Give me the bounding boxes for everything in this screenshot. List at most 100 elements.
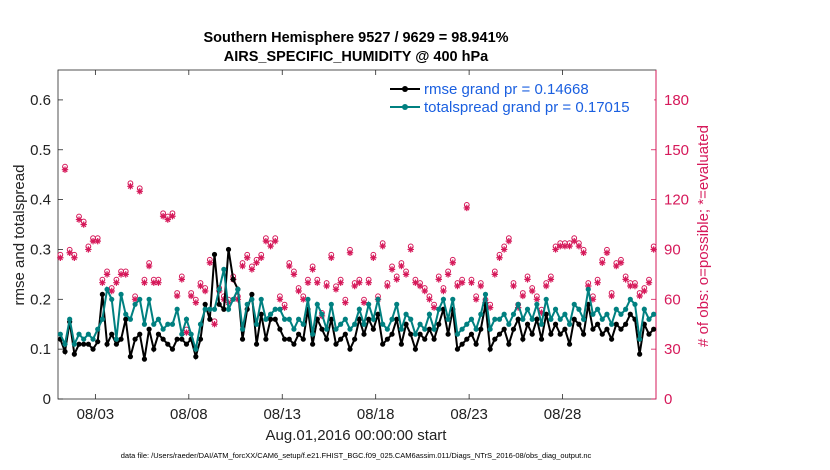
totalspread-point <box>604 311 610 317</box>
y-tick-label-right: 180 <box>664 92 689 109</box>
totalspread-point <box>71 341 77 347</box>
totalspread-point <box>454 331 461 337</box>
rmse-point <box>492 336 498 342</box>
rmse-point <box>183 341 190 347</box>
y-tick-label-right: 150 <box>664 142 689 159</box>
rmse-point <box>291 341 297 347</box>
totalspread-point <box>300 321 306 327</box>
rmse-point <box>524 321 531 327</box>
totalspread-point <box>352 321 358 327</box>
rmse-point <box>225 246 232 253</box>
obs-evaluated-point <box>365 279 372 286</box>
rmse-point <box>613 321 619 327</box>
totalspread-point <box>118 291 124 297</box>
obs-evaluated-point <box>173 292 181 300</box>
rmse-point <box>571 316 577 322</box>
rmse-point <box>403 321 409 327</box>
x-tick-label: 08/23 <box>450 406 488 423</box>
rmse-point <box>104 341 110 347</box>
totalspread-point <box>113 336 119 342</box>
totalspread-point <box>155 316 162 322</box>
rmse-point <box>310 341 316 347</box>
totalspread-point <box>641 306 647 312</box>
totalspread-point <box>57 331 63 337</box>
obs-evaluated-point <box>557 242 564 250</box>
obs-evaluated-point <box>440 287 447 295</box>
obs-evaluated-point <box>85 246 92 253</box>
obs-evaluated-point <box>272 237 279 245</box>
obs-evaluated-point <box>178 276 186 283</box>
totalspread-point <box>459 326 465 332</box>
totalspread-point <box>347 326 353 332</box>
y-tick-label-right: 0 <box>664 391 672 408</box>
rmse-point <box>281 336 288 342</box>
totalspread-point <box>473 326 479 332</box>
obs-evaluated-point <box>211 321 218 328</box>
rmse-point <box>506 341 512 347</box>
obs-evaluated-point <box>57 254 64 261</box>
rmse-point <box>595 321 601 327</box>
obs-evaluated-point <box>99 279 106 286</box>
rmse-point <box>253 341 260 347</box>
y-tick-label-left: 0.1 <box>30 341 51 358</box>
rmse-point <box>580 331 587 337</box>
totalspread-point <box>183 316 190 322</box>
totalspread-point <box>95 326 101 332</box>
rmse-point <box>160 336 166 342</box>
obs-evaluated-point <box>197 282 204 290</box>
totalspread-point <box>366 301 372 307</box>
obs-evaluated-point <box>239 262 246 270</box>
totalspread-point <box>445 316 451 322</box>
obs-evaluated-point <box>286 262 293 270</box>
rmse-point <box>618 326 624 332</box>
obs-evaluated-point <box>528 287 536 295</box>
rmse-point <box>352 336 358 342</box>
totalspread-point <box>464 321 470 327</box>
rmse-point <box>137 331 143 337</box>
rmse-point <box>366 316 372 322</box>
y-tick-label-left: 0.3 <box>30 241 51 258</box>
rmse-point <box>623 321 629 327</box>
totalspread-point <box>127 316 134 322</box>
totalspread-point <box>436 306 442 312</box>
obs-evaluated-point <box>416 282 424 290</box>
obs-evaluated-point <box>444 271 452 278</box>
legend-spread-label: totalspread grand pr = 0.17015 <box>424 99 630 116</box>
rmse-point <box>562 326 568 332</box>
totalspread-point <box>426 311 433 317</box>
totalspread-point <box>263 316 269 322</box>
obs-evaluated-point <box>80 221 87 228</box>
rmse-point <box>637 351 643 357</box>
obs-evaluated-point <box>631 282 639 290</box>
obs-evaluated-point <box>435 276 442 283</box>
totalspread-point <box>585 286 591 292</box>
obs-evaluated-point <box>496 254 503 261</box>
totalspread-point <box>482 291 489 297</box>
rmse-point <box>426 326 433 332</box>
totalspread-point <box>450 296 456 302</box>
totalspread-point <box>562 311 568 317</box>
rmse-point <box>99 291 105 297</box>
totalspread-point <box>174 306 180 312</box>
obs-evaluated-point <box>398 262 405 270</box>
rmse-point <box>286 336 292 342</box>
rmse-point <box>169 346 176 352</box>
obs-evaluated-point <box>585 282 592 290</box>
totalspread-point <box>310 331 316 337</box>
obs-evaluated-point <box>94 237 101 245</box>
y-axis-label-right: # of obs: o=possible; *=evaluated <box>695 125 712 347</box>
totalspread-point <box>324 326 330 332</box>
totalspread-point <box>216 286 222 292</box>
rmse-point <box>300 336 306 342</box>
rmse-point <box>272 316 278 322</box>
rmse-point <box>127 354 134 360</box>
obs-evaluated-point <box>258 254 265 261</box>
rmse-point <box>197 336 204 342</box>
totalspread-point <box>67 316 73 322</box>
obs-evaluated-point <box>141 279 148 286</box>
rmse-point <box>141 356 148 362</box>
obs-evaluated-point <box>384 282 391 290</box>
rmse-point <box>333 341 339 347</box>
rmse-point <box>277 326 283 332</box>
